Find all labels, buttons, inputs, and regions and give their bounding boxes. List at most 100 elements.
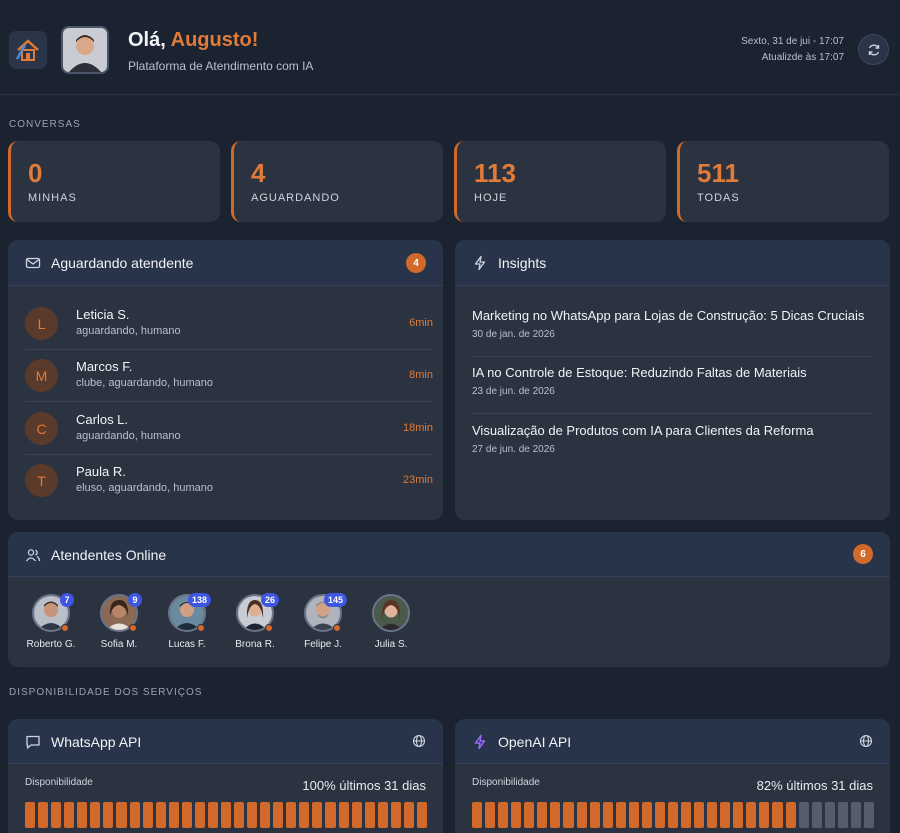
users-icon [25, 549, 41, 562]
stat-label: MINHAS [28, 192, 77, 204]
list-item[interactable]: T Paula R. eluso, aguardando, humano 23m… [25, 455, 433, 507]
uptime-day-bar [811, 802, 822, 828]
globe-icon[interactable] [859, 734, 873, 748]
waiting-card-header: Aguardando atendente 4 [8, 240, 443, 286]
uptime-day-bar [694, 802, 705, 828]
availability-label: Disponibilidade [472, 777, 540, 788]
list-item[interactable]: L Leticia S. aguardando, humano 6min [25, 298, 433, 350]
uptime-day-bar [403, 802, 414, 828]
waiting-count-badge: 4 [406, 253, 426, 273]
contact-name: Carlos L. [76, 412, 129, 427]
uptime-day-bar [511, 802, 522, 828]
uptime-day-bar [472, 802, 483, 828]
contact-tags: eluso, aguardando, humano [76, 482, 213, 494]
avatar: T [25, 464, 58, 497]
insight-date: 27 de jun. de 2026 [472, 444, 555, 455]
contact-tags: clube, aguardando, humano [76, 377, 213, 389]
mail-icon [25, 257, 41, 269]
agents-card: Atendentes Online 6 [8, 532, 890, 667]
uptime-day-bar [759, 802, 770, 828]
agent-name: Sofia M. [100, 639, 138, 650]
insight-date: 30 de jan. de 2026 [472, 329, 555, 340]
wait-time: 23min [403, 474, 433, 486]
uptime-day-bar [338, 802, 349, 828]
uptime-day-bar [390, 802, 401, 828]
uptime-day-bar [38, 802, 49, 828]
uptime-day-bar [576, 802, 587, 828]
uptime-day-bar [485, 802, 496, 828]
contact-name: Leticia S. [76, 307, 130, 322]
uptime-day-bar [273, 802, 284, 828]
service-card-header: WhatsApp API [8, 719, 443, 764]
agents-title: Atendentes Online [51, 547, 167, 563]
insight-item[interactable]: Marketing no WhatsApp para Lojas de Cons… [472, 300, 872, 357]
section-conversas: CONVERSAS [9, 119, 81, 130]
service-card-openai: OpenAI API Disponibilidade 82% últimos 3… [455, 719, 890, 833]
uptime-day-bar [563, 802, 574, 828]
uptime-day-bar [142, 802, 153, 828]
avatar: M [25, 359, 58, 392]
stat-label: TODAS [697, 192, 740, 204]
uptime-day-bar [416, 802, 427, 828]
agent-julia[interactable]: Julia S. [359, 594, 423, 654]
uptime-day-bar [64, 802, 75, 828]
uptime-day-bar [377, 802, 388, 828]
uptime-day-bar [498, 802, 509, 828]
uptime-day-bar [628, 802, 639, 828]
uptime-bars [472, 802, 874, 828]
insights-card-header: Insights [455, 240, 890, 286]
stat-label: AGUARDANDO [251, 192, 340, 204]
agent-brona[interactable]: 26 Brona R. [223, 593, 287, 654]
availability-summary: 82% últimos 31 dias [756, 778, 873, 793]
uptime-bars [25, 802, 427, 828]
uptime-day-bar [641, 802, 652, 828]
uptime-day-bar [707, 802, 718, 828]
globe-icon[interactable] [412, 734, 426, 748]
logo [9, 31, 47, 69]
availability-summary: 100% últimos 31 dias [302, 778, 426, 793]
service-card-whatsapp: WhatsApp API Disponibilidade 100% último… [8, 719, 443, 833]
service-card-header: OpenAI API [455, 719, 890, 764]
agent-name: Lucas F. [168, 639, 206, 650]
agent-roberto[interactable]: 7 Roberto G. [19, 593, 83, 654]
uptime-day-bar [681, 802, 692, 828]
stat-aguardando[interactable]: 4 AGUARDANDO [231, 141, 443, 222]
waiting-card: Aguardando atendente 4 L Leticia S. agua… [8, 240, 443, 520]
agent-sofia[interactable]: 9 Sofia M. [87, 593, 151, 654]
service-name: OpenAI API [498, 734, 572, 750]
contact-tags: aguardando, humano [76, 430, 181, 442]
insight-item[interactable]: IA no Controle de Estoque: Reduzindo Fal… [472, 357, 872, 414]
user-avatar[interactable] [61, 26, 109, 74]
uptime-day-bar [798, 802, 809, 828]
uptime-day-bar [129, 802, 140, 828]
list-item[interactable]: M Marcos F. clube, aguardando, humano 8m… [25, 350, 433, 402]
uptime-day-bar [746, 802, 757, 828]
insight-item[interactable]: Visualização de Produtos com IA para Cli… [472, 415, 872, 472]
insight-title: Visualização de Produtos com IA para Cli… [472, 423, 814, 438]
contact-name: Paula R. [76, 464, 126, 479]
uptime-day-bar [260, 802, 271, 828]
list-item[interactable]: C Carlos L. aguardando, humano 18min [25, 403, 433, 455]
header: Olá, Augusto! Plataforma de Atendimento … [0, 0, 900, 95]
agent-lucas[interactable]: 138 Lucas F. [155, 593, 219, 654]
uptime-day-bar [220, 802, 231, 828]
uptime-day-bar [25, 802, 36, 828]
refresh-button[interactable] [858, 34, 889, 65]
stat-todas[interactable]: 511 TODAS [677, 141, 889, 222]
uptime-day-bar [667, 802, 678, 828]
uptime-day-bar [654, 802, 665, 828]
uptime-day-bar [312, 802, 323, 828]
uptime-day-bar [733, 802, 744, 828]
uptime-day-bar [863, 802, 874, 828]
uptime-day-bar [299, 802, 310, 828]
stat-minhas[interactable]: 0 MINHAS [8, 141, 220, 222]
stat-hoje[interactable]: 113 HOJE [454, 141, 666, 222]
waiting-title: Aguardando atendente [51, 255, 194, 271]
wait-time: 18min [403, 422, 433, 434]
avatar: L [25, 307, 58, 340]
uptime-day-bar [207, 802, 218, 828]
stat-value: 113 [474, 158, 516, 188]
uptime-day-bar [351, 802, 362, 828]
agent-felipe[interactable]: 145 Felipe J. [291, 593, 355, 654]
uptime-day-bar [194, 802, 205, 828]
